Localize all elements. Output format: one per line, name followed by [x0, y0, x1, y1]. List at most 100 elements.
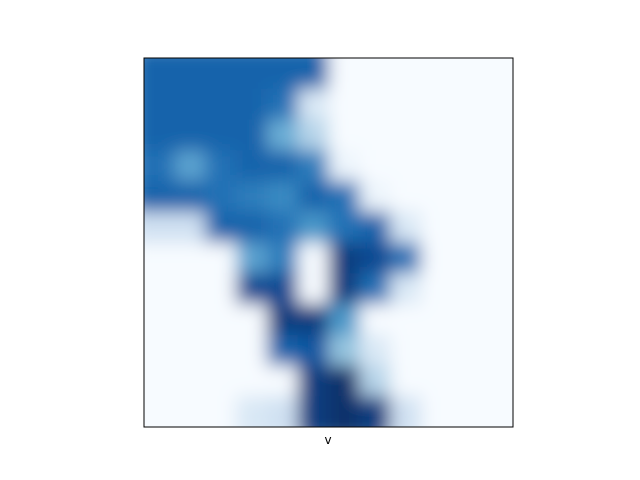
- heatmap-cell: [236, 88, 268, 121]
- heatmap-cell: [328, 150, 360, 182]
- heatmap-cell: [359, 365, 391, 397]
- heatmap-cell: [205, 242, 237, 274]
- heatmap-cell: [482, 211, 513, 244]
- heatmap-cell: [420, 396, 453, 427]
- heatmap-cell: [390, 119, 422, 151]
- heatmap-cell: [297, 365, 330, 397]
- heatmap-cell: [267, 119, 299, 151]
- heatmap-cell: [482, 273, 513, 305]
- heatmap-cell: [420, 211, 453, 244]
- heatmap-cell: [236, 119, 268, 151]
- heatmap-cell: [420, 88, 453, 121]
- heatmap-cell: [359, 119, 391, 151]
- heatmap-cell: [390, 58, 422, 90]
- heatmap-cell: [482, 150, 513, 182]
- heatmap-cell: [297, 150, 330, 182]
- heatmap-cell: [174, 88, 207, 121]
- heatmap-cell: [328, 396, 360, 427]
- heatmap-cell: [359, 211, 391, 244]
- heatmap-cell: [328, 181, 360, 213]
- heatmap-cell: [328, 273, 360, 305]
- heatmap-cell: [359, 181, 391, 213]
- heatmap-cell: [267, 150, 299, 182]
- heatmap-cell: [297, 396, 330, 427]
- heatmap-cell: [420, 119, 453, 151]
- heatmap-cell: [451, 304, 483, 336]
- heatmap-cell: [205, 304, 237, 336]
- heatmap-cell: [328, 304, 360, 336]
- heatmap-cell: [328, 242, 360, 274]
- heatmap-cell: [297, 211, 330, 244]
- heatmap-cell: [328, 211, 360, 244]
- heatmap-cell: [297, 181, 330, 213]
- heatmap-cell: [267, 242, 299, 274]
- heatmap-cell: [359, 334, 391, 367]
- heatmap-cell: [174, 242, 207, 274]
- heatmap-cell: [236, 365, 268, 397]
- heatmap-cell: [390, 211, 422, 244]
- heatmap-cell: [205, 150, 237, 182]
- heatmap-cell: [482, 119, 513, 151]
- heatmap-cell: [174, 211, 207, 244]
- heatmap-cell: [420, 242, 453, 274]
- heatmap-cell: [236, 396, 268, 427]
- heatmap-cell: [267, 181, 299, 213]
- heatmap-cell: [174, 58, 207, 90]
- heatmap-cell: [144, 334, 176, 367]
- heatmap-cell: [420, 365, 453, 397]
- heatmap-cell: [144, 365, 176, 397]
- heatmap-cell: [297, 119, 330, 151]
- heatmap-cell: [482, 304, 513, 336]
- heatmap-cell: [205, 88, 237, 121]
- heatmap-cell: [267, 58, 299, 90]
- heatmap-cell: [297, 58, 330, 90]
- axes-frame: [143, 57, 514, 428]
- heatmap-cell: [267, 365, 299, 397]
- heatmap-cell: [297, 304, 330, 336]
- heatmap-cell: [144, 211, 176, 244]
- heatmap-cell: [328, 334, 360, 367]
- heatmap-cell: [451, 211, 483, 244]
- heatmap-cell: [390, 150, 422, 182]
- heatmap-cell: [267, 396, 299, 427]
- heatmap-cell: [451, 181, 483, 213]
- heatmap-cell: [390, 334, 422, 367]
- heatmap-cell: [174, 119, 207, 151]
- heatmap-cell: [390, 273, 422, 305]
- heatmap-cell: [359, 88, 391, 121]
- heatmap-cell: [144, 304, 176, 336]
- heatmap-cell: [205, 211, 237, 244]
- heatmap-cell: [205, 58, 237, 90]
- heatmap-cell: [236, 304, 268, 336]
- heatmap-cell: [359, 273, 391, 305]
- heatmap-cell: [451, 242, 483, 274]
- heatmap-cell: [390, 304, 422, 336]
- heatmap-cell: [451, 396, 483, 427]
- heatmap-cell: [420, 273, 453, 305]
- heatmap-cell: [144, 273, 176, 305]
- heatmap-cell: [144, 58, 176, 90]
- heatmap-cell: [174, 365, 207, 397]
- heatmap-cell: [174, 181, 207, 213]
- heatmap-cell: [144, 150, 176, 182]
- heatmap-cell: [174, 396, 207, 427]
- heatmap-cell: [359, 304, 391, 336]
- heatmap-cell: [267, 334, 299, 367]
- heatmap-cell: [297, 273, 330, 305]
- heatmap-cell: [482, 88, 513, 121]
- heatmap-cell: [482, 58, 513, 90]
- heatmap-cell: [174, 273, 207, 305]
- heatmap-cell: [267, 211, 299, 244]
- heatmap-cell: [297, 334, 330, 367]
- heatmap-cell: [359, 150, 391, 182]
- heatmap-cell: [451, 150, 483, 182]
- heatmap-cell: [144, 396, 176, 427]
- heatmap-cell: [205, 181, 237, 213]
- heatmap-cell: [144, 119, 176, 151]
- heatmap-cell: [482, 396, 513, 427]
- heatmap-cell: [174, 150, 207, 182]
- x-axis-label: v: [324, 433, 331, 447]
- heatmap-cell: [205, 334, 237, 367]
- heatmap-cell: [420, 58, 453, 90]
